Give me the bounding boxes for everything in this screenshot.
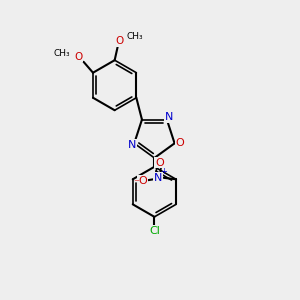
Text: O: O (138, 176, 147, 186)
Text: O: O (176, 138, 184, 148)
Text: CH₃: CH₃ (127, 32, 144, 41)
Text: +: + (160, 167, 167, 176)
Text: N: N (165, 112, 173, 122)
Text: CH₃: CH₃ (54, 49, 70, 58)
Text: O: O (74, 52, 82, 61)
Text: O: O (155, 158, 164, 167)
Text: Cl: Cl (149, 226, 160, 236)
Text: ⁻: ⁻ (133, 178, 139, 188)
Text: O: O (115, 36, 123, 46)
Text: N: N (128, 140, 136, 150)
Text: N: N (154, 173, 162, 183)
